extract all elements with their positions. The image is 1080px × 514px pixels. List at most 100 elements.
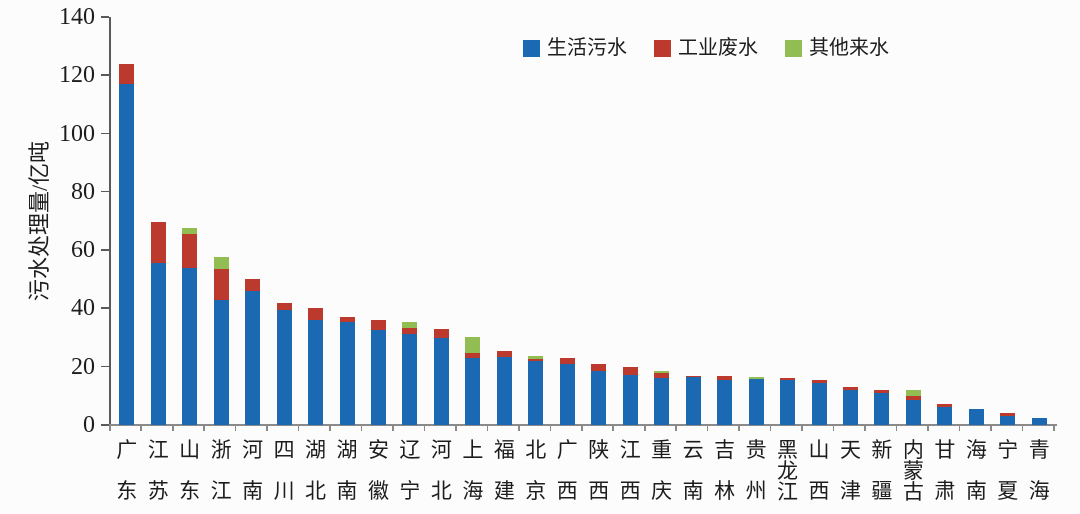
x-category-char: 州 [745,479,767,503]
bar-segment-industrial [339,316,355,322]
x-tick-mark [549,425,552,431]
bar-segment-domestic [937,406,953,425]
bar-segment-domestic [528,360,544,425]
x-tick-mark [612,425,615,431]
bar-segment-industrial [591,363,607,372]
x-category-char: 南 [242,479,264,503]
x-category-char: 浙 [210,438,232,462]
bar-segment-domestic [276,309,292,425]
bar-segment-other [402,321,418,329]
bar-segment-domestic [213,299,229,425]
x-category-char: 新 [871,438,893,462]
x-category-char: 北 [525,438,547,462]
x-category-char: 山 [808,438,830,462]
bar-segment-industrial [780,378,796,380]
x-category-label: 上海 [458,440,488,502]
y-tick-mark [101,307,109,310]
legend-label: 其他来水 [809,37,889,59]
bar-segment-domestic [622,375,638,425]
bar-segment-domestic [591,371,607,425]
x-category-char: 建 [493,479,515,503]
bar-segment-domestic [308,320,324,425]
x-category-label: 天津 [835,440,865,502]
bar-segment-industrial [245,279,261,291]
x-axis-line [109,424,1057,426]
legend-label: 生活污水 [547,37,627,59]
legend-item-domestic-sewage: 生活污水 [523,38,627,58]
legend-swatch-icon [523,39,540,57]
x-category-char: 龙 [777,459,799,483]
y-tick-label: 0 [83,412,95,438]
x-category-char: 黑 [777,438,799,462]
bar-segment-other [213,257,229,270]
x-category-label: 北京 [521,440,551,502]
x-category-char: 四 [273,438,295,462]
y-tick-mark [101,74,109,76]
x-category-char: 南 [965,479,987,503]
x-tick-mark [171,425,174,431]
x-category-char: 陕 [588,438,610,462]
y-tick-label: 20 [71,353,95,380]
x-tick-mark [927,425,929,431]
bar-segment-domestic [654,378,670,425]
x-category-char: 重 [651,438,673,462]
x-category-char: 湖 [305,438,327,462]
legend-item-industrial-wastewater: 工业废水 [654,38,758,58]
x-category-char: 河 [242,438,264,462]
x-tick-mark [801,425,803,431]
x-tick-mark [581,425,583,431]
x-category-char: 东 [116,479,138,503]
legend: 生活污水 工业废水 其他来水 [523,38,889,58]
x-category-char: 徽 [367,479,389,503]
x-category-label: 四川 [269,440,299,502]
x-category-char: 蒙 [902,459,924,483]
x-category-label: 内蒙古 [898,440,928,503]
x-category-char: 庆 [651,479,673,503]
x-tick-mark [486,425,489,431]
legend-swatch-icon [785,39,802,57]
y-tick-mark [101,190,109,193]
x-category-char: 南 [336,479,358,503]
x-category-label: 青海 [1024,440,1054,502]
bar-segment-industrial [276,302,292,310]
bar-segment-industrial [654,372,670,379]
bar-segment-industrial [150,222,166,264]
x-category-label: 辽宁 [395,440,425,502]
bar-segment-industrial [874,390,890,393]
x-tick-mark [234,425,237,431]
x-category-char: 北 [430,479,452,503]
x-category-char: 津 [839,479,861,503]
x-category-char: 福 [493,438,515,462]
x-tick-mark [360,425,363,431]
bar-segment-industrial [433,329,449,339]
y-tick-mark [101,16,109,18]
bar-segment-industrial [842,387,858,391]
x-tick-mark [266,425,268,431]
x-tick-mark [203,425,205,431]
x-tick-mark [329,425,331,431]
bar-segment-domestic [905,400,921,425]
x-category-char: 江 [777,480,799,504]
x-category-char: 疆 [871,479,893,503]
x-category-char: 京 [525,479,547,503]
x-tick-mark [392,425,394,431]
x-category-char: 海 [462,479,484,503]
bar-segment-domestic [685,376,701,425]
x-tick-mark [140,425,143,431]
x-category-label: 安徽 [363,440,393,502]
x-tick-mark [990,425,992,431]
y-tick-mark [101,365,109,368]
bar-segment-domestic [119,84,135,425]
x-category-label: 江西 [615,440,645,502]
x-tick-mark [643,425,646,431]
bar-segment-domestic [496,356,512,425]
x-category-label: 宁夏 [993,440,1023,502]
bar-segment-domestic [559,363,575,425]
bar-segment-industrial [622,366,638,376]
x-category-char: 海 [965,438,987,462]
x-tick-mark [109,425,111,431]
legend-label: 工业废水 [678,37,758,59]
x-category-char: 北 [305,479,327,503]
y-axis-title: 污水处理量/亿吨 [27,140,52,302]
x-category-char: 上 [462,438,484,462]
